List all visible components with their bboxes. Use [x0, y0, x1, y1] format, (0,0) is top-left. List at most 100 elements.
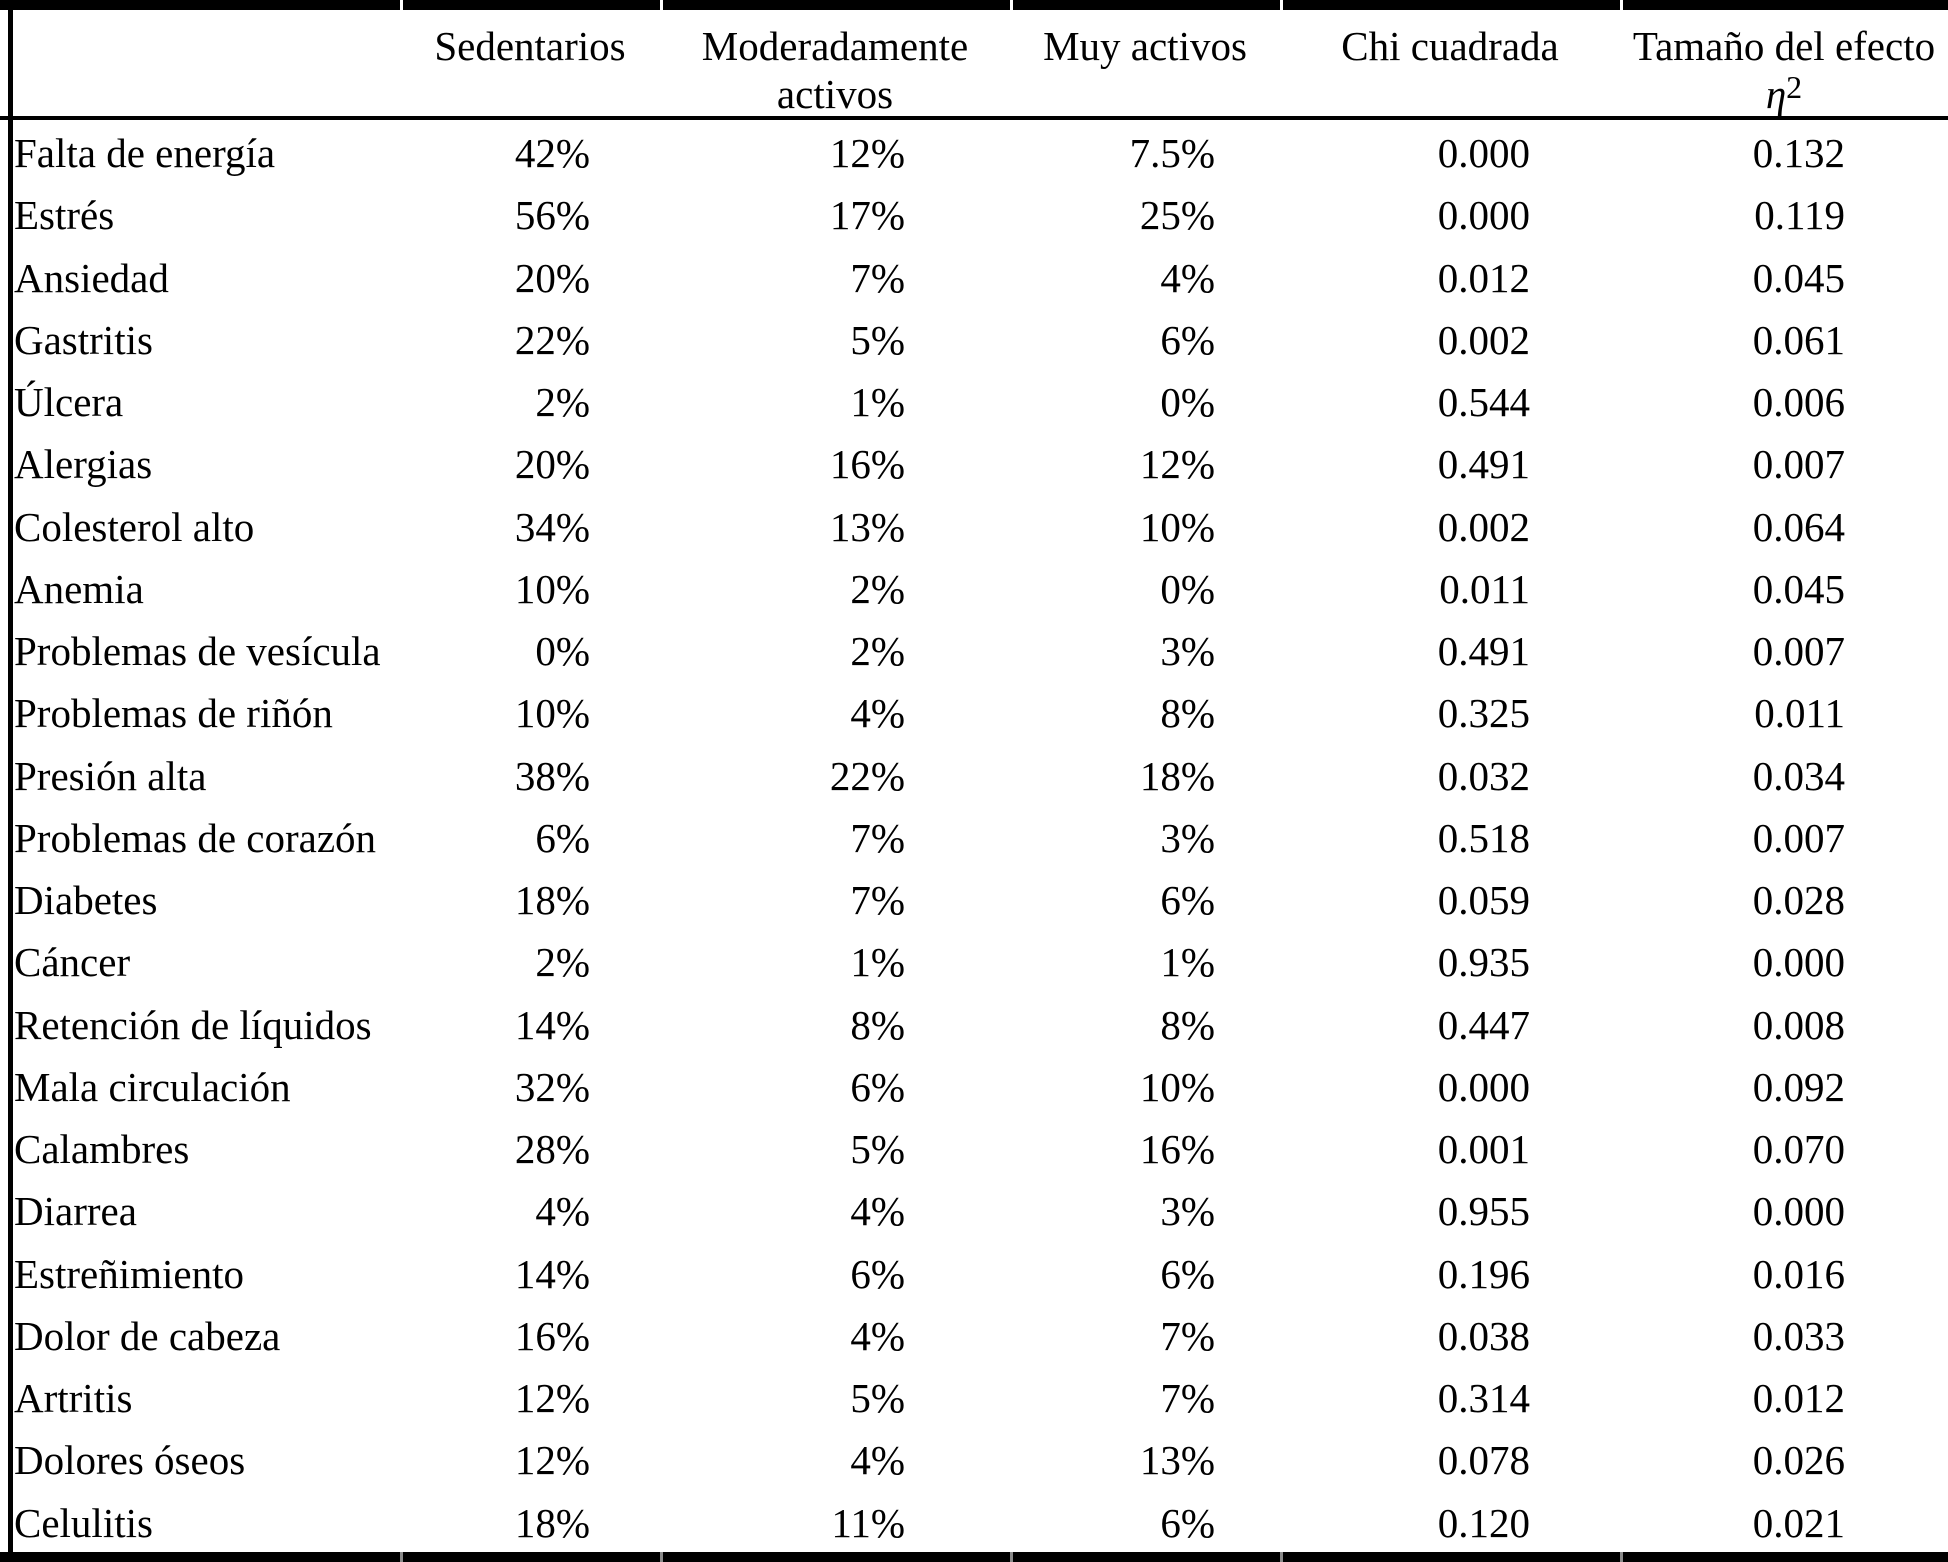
chi-cuadrada-value-cell: 0.544 — [1437, 379, 1530, 426]
chi-cuadrada-value-cell: 0.955 — [1437, 1188, 1530, 1235]
moderadamente-activos-value-cell: 17% — [829, 192, 905, 239]
column-header-muy-activos: Muy activos — [1043, 23, 1247, 69]
table-row: Colesterol alto 34% 13% 10% 0.002 0.064 — [0, 496, 1948, 558]
muy-activos-value-cell: 3% — [1160, 1188, 1215, 1235]
row-label-cell: Dolores óseos — [14, 1437, 246, 1484]
sedentarios-value-cell: 16% — [514, 1312, 590, 1359]
efecto-eta2-value-cell: 0.033 — [1752, 1312, 1845, 1359]
muy-activos-value-cell: 18% — [1139, 752, 1215, 799]
sedentarios-value-cell: 12% — [514, 1437, 590, 1484]
muy-activos-value-cell: 7% — [1160, 1375, 1215, 1422]
chi-cuadrada-value-cell: 0.196 — [1437, 1250, 1530, 1297]
moderadamente-activos-value-cell: 2% — [850, 628, 905, 675]
chi-cuadrada-value-cell: 0.038 — [1437, 1312, 1530, 1359]
muy-activos-value-cell: 6% — [1160, 1499, 1215, 1546]
header-row: Sedentarios Moderadamente activos Muy act… — [0, 0, 1948, 122]
row-label-cell: Cáncer — [14, 939, 131, 986]
muy-activos-value-cell: 3% — [1160, 628, 1215, 675]
efecto-eta2-value-cell: 0.034 — [1752, 752, 1845, 799]
sedentarios-value-cell: 4% — [535, 1188, 590, 1235]
table-row: Dolores óseos 12% 4% 13% 0.078 0.026 — [0, 1429, 1948, 1491]
efecto-eta2-value-cell: 0.007 — [1752, 628, 1845, 675]
row-label-cell: Colesterol alto — [14, 503, 255, 550]
sedentarios-value-cell: 6% — [535, 814, 590, 861]
moderadamente-activos-value-cell: 5% — [850, 316, 905, 363]
moderadamente-activos-value-cell: 13% — [829, 503, 905, 550]
muy-activos-value-cell: 7.5% — [1129, 130, 1215, 177]
chi-cuadrada-value-cell: 0.325 — [1437, 690, 1530, 737]
muy-activos-value-cell: 10% — [1139, 503, 1215, 550]
chi-cuadrada-value-cell: 0.000 — [1437, 192, 1530, 239]
moderadamente-activos-value-cell: 4% — [850, 1312, 905, 1359]
chi-cuadrada-value-cell: 0.447 — [1437, 1001, 1530, 1048]
moderadamente-activos-value-cell: 1% — [850, 939, 905, 986]
efecto-eta2-value-cell: 0.070 — [1752, 1126, 1845, 1173]
sedentarios-value-cell: 56% — [514, 192, 590, 239]
chi-cuadrada-value-cell: 0.012 — [1437, 254, 1530, 301]
chi-cuadrada-value-cell: 0.059 — [1437, 877, 1530, 924]
row-label-cell: Anemia — [14, 565, 144, 612]
table-row: Estreñimiento 14% 6% 6% 0.196 0.016 — [0, 1243, 1948, 1305]
column-header-sedentarios: Sedentarios — [434, 23, 626, 69]
moderadamente-activos-value-cell: 12% — [829, 130, 905, 177]
efecto-eta2-value-cell: 0.000 — [1752, 1188, 1845, 1235]
efecto-eta2-value-cell: 0.119 — [1754, 192, 1845, 239]
muy-activos-value-cell: 6% — [1160, 316, 1215, 363]
moderadamente-activos-value-cell: 1% — [850, 379, 905, 426]
moderadamente-activos-value-cell: 4% — [850, 1437, 905, 1484]
efecto-eta2-value-cell: 0.064 — [1752, 503, 1845, 550]
efecto-eta2-value-cell: 0.026 — [1752, 1437, 1845, 1484]
row-label-cell: Mala circulación — [14, 1063, 291, 1110]
efecto-eta2-value-cell: 0.007 — [1752, 814, 1845, 861]
efecto-eta2-value-cell: 0.016 — [1752, 1250, 1845, 1297]
muy-activos-value-cell: 4% — [1160, 254, 1215, 301]
table-row: Problemas de vesícula 0% 2% 3% 0.491 0.0… — [0, 620, 1948, 682]
table-row: Ansiedad 20% 7% 4% 0.012 0.045 — [0, 247, 1948, 309]
chi-cuadrada-value-cell: 0.935 — [1437, 939, 1530, 986]
column-header-empty — [0, 0, 400, 122]
sedentarios-value-cell: 42% — [514, 130, 590, 177]
row-label-cell: Presión alta — [14, 752, 207, 799]
column-header-moderadamente-activos: Moderadamente activos — [701, 23, 969, 117]
moderadamente-activos-value-cell: 4% — [850, 1188, 905, 1235]
muy-activos-value-cell: 8% — [1160, 1001, 1215, 1048]
row-label-cell: Problemas de riñón — [14, 690, 333, 737]
table-row: Retención de líquidos 14% 8% 8% 0.447 0.… — [0, 994, 1948, 1056]
sedentarios-value-cell: 32% — [514, 1063, 590, 1110]
column-header-tamano-del-efecto: Tamaño del efecto η2 — [1632, 23, 1936, 117]
table-row: Alergias 20% 16% 12% 0.491 0.007 — [0, 433, 1948, 495]
table-top-border — [0, 0, 1948, 10]
muy-activos-value-cell: 0% — [1160, 379, 1215, 426]
table-bottom-border — [0, 1552, 1948, 1562]
sedentarios-value-cell: 12% — [514, 1375, 590, 1422]
table-row: Problemas de riñón 10% 4% 8% 0.325 0.011 — [0, 682, 1948, 744]
chi-cuadrada-value-cell: 0.314 — [1437, 1375, 1530, 1422]
table-row: Diarrea 4% 4% 3% 0.955 0.000 — [0, 1180, 1948, 1242]
moderadamente-activos-value-cell: 16% — [829, 441, 905, 488]
moderadamente-activos-value-cell: 2% — [850, 565, 905, 612]
chi-cuadrada-value-cell: 0.032 — [1437, 752, 1530, 799]
table-row: Mala circulación 32% 6% 10% 0.000 0.092 — [0, 1056, 1948, 1118]
muy-activos-value-cell: 6% — [1160, 1250, 1215, 1297]
row-label-cell: Estreñimiento — [14, 1250, 245, 1297]
muy-activos-value-cell: 7% — [1160, 1312, 1215, 1359]
chi-cuadrada-value-cell: 0.000 — [1437, 130, 1530, 177]
row-label-cell: Problemas de vesícula — [14, 628, 381, 675]
efecto-eta2-value-cell: 0.007 — [1752, 441, 1845, 488]
moderadamente-activos-value-cell: 11% — [831, 1499, 905, 1546]
muy-activos-value-cell: 10% — [1139, 1063, 1215, 1110]
table-row: Cáncer 2% 1% 1% 0.935 0.000 — [0, 931, 1948, 993]
efecto-eta2-value-cell: 0.061 — [1752, 316, 1845, 363]
chi-cuadrada-value-cell: 0.011 — [1439, 565, 1530, 612]
chi-cuadrada-value-cell: 0.518 — [1437, 814, 1530, 861]
moderadamente-activos-value-cell: 7% — [850, 877, 905, 924]
table-body: Falta de energía 42% 12% 7.5% 0.000 0.13… — [0, 122, 1948, 1554]
table-row: Diabetes 18% 7% 6% 0.059 0.028 — [0, 869, 1948, 931]
efecto-eta2-value-cell: 0.012 — [1752, 1375, 1845, 1422]
sedentarios-value-cell: 38% — [514, 752, 590, 799]
muy-activos-value-cell: 13% — [1139, 1437, 1215, 1484]
sedentarios-value-cell: 18% — [514, 877, 590, 924]
row-label-cell: Retención de líquidos — [14, 1001, 372, 1048]
table-row: Falta de energía 42% 12% 7.5% 0.000 0.13… — [0, 122, 1948, 184]
